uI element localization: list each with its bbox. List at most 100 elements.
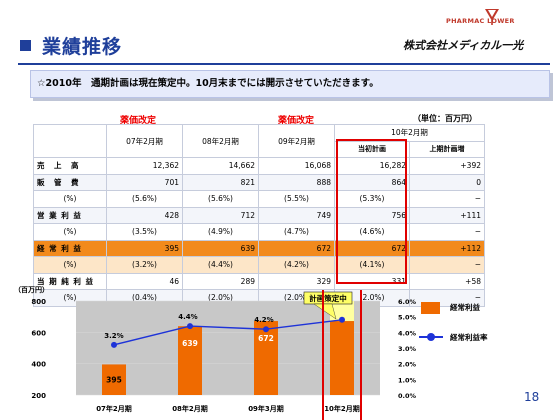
y-tick-label: 600: [31, 329, 46, 337]
table-cell: (4.2%): [258, 256, 335, 274]
table-corner-cell: [33, 124, 107, 158]
row-label: 売 上 高: [33, 157, 107, 175]
line-value-label: 4.2%: [254, 316, 273, 324]
line-point-2: [187, 323, 193, 330]
price-revision-tag-left: 薬価改定: [120, 116, 157, 126]
table-cell: 888: [258, 173, 335, 191]
line-point-1: [111, 341, 117, 348]
page-number: 18: [524, 390, 540, 404]
table-row: (%) (3.5%) (4.9%) (4.7%) (4.6%) −: [33, 223, 485, 241]
price-revision-tag-right: 薬価改定: [278, 116, 315, 126]
row-label: 販 管 費: [33, 173, 107, 191]
table-row: (%) (5.6%) (5.6%) (5.5%) (5.3%) −: [33, 190, 485, 208]
company-name: 株式会社メディカル一光: [403, 39, 524, 52]
table-cell: 712: [182, 206, 259, 224]
bar-4: [330, 321, 354, 395]
x-category-label: 09年3月期: [248, 404, 284, 413]
table-cell: 16,068: [258, 157, 335, 175]
y2-tick-label: 4.0%: [398, 329, 417, 337]
table-cell: +392: [409, 157, 485, 175]
table-subheader-row: 当初計画 上期計画増: [34, 140, 485, 158]
table-cell: 0: [409, 173, 485, 191]
table-cell: 46: [106, 272, 183, 290]
table-cell: +58: [409, 272, 485, 290]
bar-2: [178, 326, 202, 395]
table-row: 営 業 利 益 428 712 749 756 +111: [33, 206, 485, 224]
legend-bar-swatch: [421, 302, 440, 314]
table-cell: (3.5%): [106, 223, 183, 241]
bar-value-label: 672: [258, 334, 274, 343]
y2-tick-label: 6.0%: [398, 298, 417, 306]
bar-1: [102, 364, 126, 395]
col-header: 09年2月期: [258, 124, 335, 158]
table-cell: (5.6%): [182, 190, 259, 208]
sub-header: 上期計画増: [409, 140, 485, 158]
table-cell: 12,362: [106, 157, 183, 175]
title-bullet-icon: [20, 40, 31, 51]
table-cell: 329: [258, 272, 335, 290]
y2-tick-label: 2.0%: [398, 361, 417, 369]
x-category-label: 10年2月期: [324, 404, 360, 413]
line-value-label: 4.4%: [178, 313, 197, 321]
table-cell: 639: [182, 239, 259, 257]
legend-line-marker-icon: [427, 333, 435, 341]
y2-tick-label: 1.0%: [398, 376, 417, 384]
table-cell: 672: [334, 239, 410, 257]
row-label: (%): [33, 256, 107, 274]
table-cell: 821: [182, 173, 259, 191]
table-cell: −: [409, 190, 485, 208]
row-label: (%): [33, 223, 107, 241]
table-cell: (5.6%): [106, 190, 183, 208]
y-tick-label: 200: [31, 392, 46, 400]
y-tick-label: 800: [31, 298, 46, 306]
y-tick-label: 400: [31, 361, 46, 369]
bar-value-label: 639: [182, 339, 198, 348]
table-cell: +111: [409, 206, 485, 224]
planned-bar-segment: [330, 301, 354, 322]
line-series: [113, 319, 343, 346]
table-row: 当 期 純 利 益 46 289 329 331 +58: [33, 272, 485, 290]
current-plan-highlight-box: [336, 139, 407, 284]
table-cell: 428: [106, 206, 183, 224]
legend-line-label: 経常利益率: [450, 333, 488, 342]
row-label: 経 常 利 益: [33, 239, 107, 257]
page-title: 業績推移: [42, 36, 123, 58]
table-cell: (4.1%): [334, 256, 410, 274]
table-row-highlight: 経 常 利 益 395 639 672 672 +112: [33, 239, 485, 257]
line-point-3: [263, 326, 269, 333]
table-cell: 395: [106, 239, 183, 257]
y2-tick-label: 0.0%: [398, 392, 417, 400]
line-value-label: 3.2%: [104, 332, 123, 340]
row-label: 営 業 利 益: [33, 206, 107, 224]
x-category-label: 08年2月期: [172, 404, 208, 413]
chart-y-axis-label: （百万円）: [14, 286, 49, 294]
table-cell: 756: [334, 206, 410, 224]
performance-table: 07年2月期 08年2月期 09年2月期 10年2月期 当初計画 上期計画増 売…: [33, 124, 485, 307]
earnings-chart: 800 600 400 200 6.0% 5.0% 4.0% 3.0% 2.0% 1.0% 0.0…: [31, 290, 417, 420]
bar-3: [254, 321, 278, 395]
table-header-row: 07年2月期 08年2月期 09年2月期 10年2月期: [33, 124, 485, 158]
legend-bar-label: 経常利益: [450, 303, 480, 312]
table-cell: (4.4%): [182, 256, 259, 274]
table-cell: (3.2%): [106, 256, 183, 274]
table-row-highlight: (%) (3.2%) (4.4%) (4.2%) (4.1%) −: [33, 256, 485, 274]
col-header: 07年2月期: [106, 124, 183, 158]
row-label: (%): [33, 190, 107, 208]
table-cell: 749: [258, 206, 335, 224]
y2-tick-label: 5.0%: [398, 314, 417, 322]
unit-label: （単位：百万円）: [413, 114, 477, 123]
annotation-label: 計画策定中: [309, 293, 347, 303]
table-cell: (4.7%): [258, 223, 335, 241]
col-header: 08年2月期: [182, 124, 259, 158]
logo-flower-icon: [485, 9, 499, 25]
table-cell: (5.5%): [258, 190, 335, 208]
table-cell: 289: [182, 272, 259, 290]
table-cell: 701: [106, 173, 183, 191]
line-point-4: [339, 316, 345, 323]
table-cell: +112: [409, 239, 485, 257]
title-divider: [18, 63, 550, 65]
bar-value-label: 395: [106, 376, 122, 385]
y2-tick-label: 3.0%: [398, 345, 417, 353]
table-cell: 864: [334, 173, 410, 191]
x-category-label: 07年2月期: [96, 404, 132, 413]
